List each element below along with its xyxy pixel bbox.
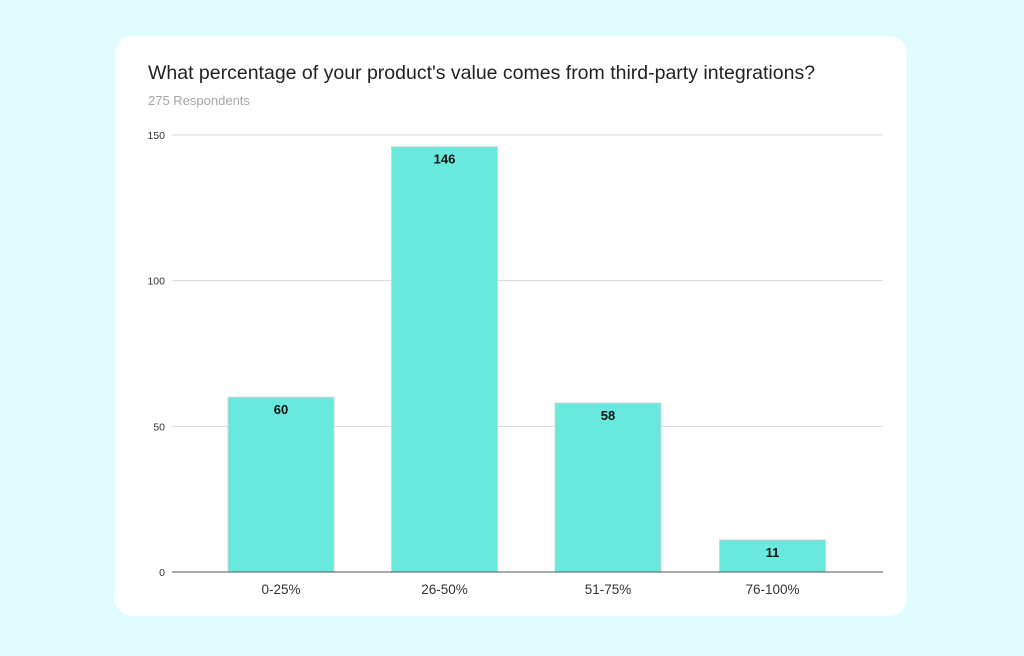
bar-26-50%	[391, 146, 498, 573]
bar-51-75%	[554, 402, 662, 573]
data-label: 146	[434, 152, 456, 167]
x-tick-label: 51-75%	[585, 582, 632, 597]
chart-title: What percentage of your product's value …	[148, 62, 816, 84]
y-tick-label: 50	[153, 421, 165, 433]
data-label: 60	[274, 402, 288, 417]
x-tick-label: 76-100%	[745, 582, 799, 597]
x-tick-label: 0-25%	[261, 582, 300, 597]
y-tick-label: 0	[159, 567, 165, 579]
chart-subtitle: 275 Respondents	[148, 93, 250, 108]
bar-0-25%	[227, 396, 335, 573]
data-label: 11	[766, 545, 780, 560]
data-label: 58	[601, 408, 615, 423]
bar-76-100%	[719, 539, 826, 573]
y-tick-label: 100	[147, 276, 165, 288]
y-tick-label: 150	[147, 130, 165, 142]
x-tick-label: 26-50%	[421, 582, 468, 597]
